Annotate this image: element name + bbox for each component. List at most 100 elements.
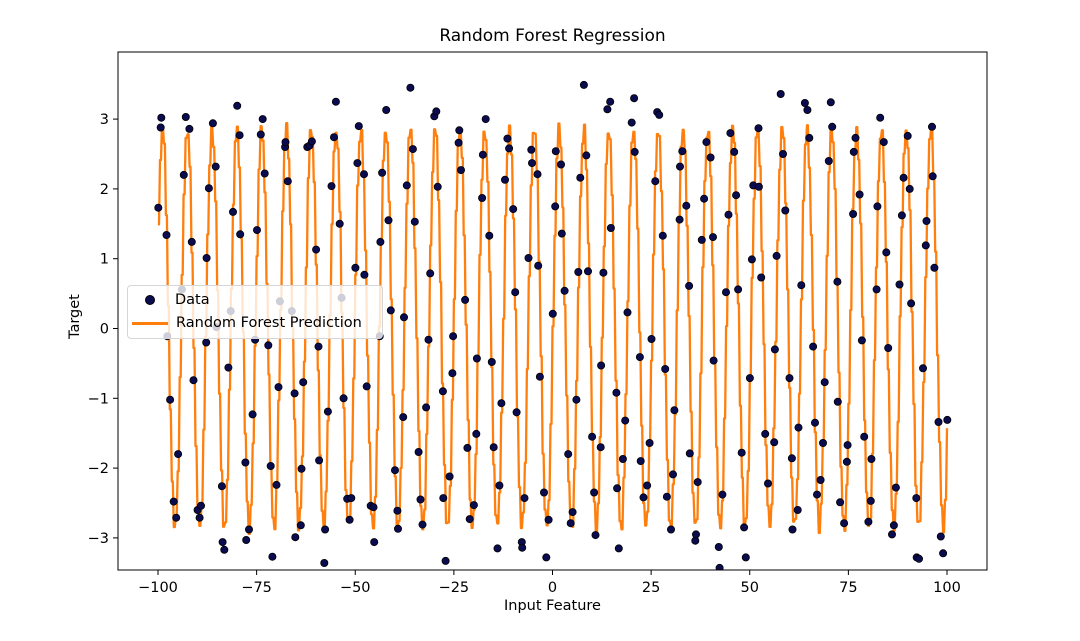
data-point bbox=[582, 151, 591, 160]
y-tick-label: 3 bbox=[100, 112, 109, 128]
data-point bbox=[528, 159, 537, 168]
data-point bbox=[181, 113, 190, 122]
data-point bbox=[449, 332, 458, 341]
data-point bbox=[779, 149, 788, 158]
data-point bbox=[685, 449, 694, 458]
data-point bbox=[248, 410, 257, 419]
data-point bbox=[493, 544, 502, 553]
data-point bbox=[702, 138, 711, 147]
data-point bbox=[274, 383, 283, 392]
data-point bbox=[204, 184, 213, 193]
data-point bbox=[761, 429, 770, 438]
data-point bbox=[613, 484, 622, 493]
data-point bbox=[669, 470, 678, 479]
data-point bbox=[921, 241, 930, 250]
data-point bbox=[509, 205, 518, 214]
data-point bbox=[740, 523, 749, 532]
data-point bbox=[564, 450, 573, 459]
data-point bbox=[737, 448, 746, 457]
data-point bbox=[551, 147, 560, 156]
data-point bbox=[903, 131, 912, 140]
data-point bbox=[685, 281, 694, 290]
data-point bbox=[174, 450, 183, 459]
data-point bbox=[882, 248, 891, 257]
data-point bbox=[359, 170, 368, 179]
data-point bbox=[461, 295, 470, 304]
data-point bbox=[867, 454, 876, 463]
data-point bbox=[157, 113, 166, 122]
data-point bbox=[715, 563, 724, 570]
data-point bbox=[166, 395, 175, 404]
line-marker-icon bbox=[132, 321, 168, 325]
data-point bbox=[820, 378, 829, 387]
data-point bbox=[196, 501, 205, 510]
data-point bbox=[828, 122, 837, 131]
data-point bbox=[500, 175, 509, 184]
data-point bbox=[905, 184, 914, 193]
data-point bbox=[432, 107, 441, 116]
x-tick-label: 0 bbox=[548, 580, 557, 596]
data-point bbox=[456, 166, 465, 175]
data-point bbox=[258, 115, 267, 124]
data-point bbox=[576, 173, 585, 182]
data-point bbox=[849, 147, 858, 156]
data-point bbox=[290, 389, 299, 398]
data-point bbox=[307, 137, 316, 146]
data-point bbox=[922, 216, 931, 225]
data-point bbox=[766, 569, 771, 570]
data-point bbox=[816, 475, 825, 484]
data-point bbox=[426, 269, 435, 278]
data-point bbox=[591, 531, 600, 540]
data-point bbox=[724, 210, 733, 219]
data-point bbox=[390, 466, 399, 475]
data-point bbox=[228, 207, 237, 216]
data-point bbox=[560, 286, 569, 295]
data-point bbox=[662, 492, 671, 501]
data-point bbox=[551, 202, 560, 211]
data-point bbox=[272, 480, 281, 489]
data-point bbox=[260, 169, 269, 178]
data-point bbox=[745, 374, 754, 383]
data-point bbox=[557, 160, 566, 169]
data-point bbox=[503, 134, 512, 143]
data-point bbox=[256, 130, 265, 139]
data-point bbox=[647, 334, 656, 343]
data-point bbox=[596, 443, 605, 452]
data-point bbox=[299, 378, 308, 387]
data-point bbox=[623, 308, 632, 317]
data-point bbox=[297, 464, 306, 473]
data-point bbox=[189, 376, 198, 385]
data-point bbox=[630, 94, 639, 103]
data-point bbox=[495, 481, 504, 490]
data-point bbox=[314, 342, 323, 351]
y-tick-label: 2 bbox=[100, 182, 109, 198]
data-point bbox=[399, 313, 408, 322]
data-point bbox=[512, 408, 521, 417]
data-point bbox=[557, 229, 566, 238]
data-point bbox=[296, 521, 305, 530]
data-point bbox=[416, 495, 425, 504]
data-point bbox=[939, 549, 948, 558]
data-point bbox=[438, 387, 447, 396]
data-point bbox=[463, 443, 472, 452]
data-point bbox=[864, 517, 873, 526]
data-point bbox=[788, 525, 797, 534]
data-point bbox=[819, 438, 828, 447]
data-point bbox=[776, 90, 785, 99]
data-point bbox=[544, 515, 553, 524]
data-point bbox=[264, 341, 273, 350]
data-point bbox=[584, 267, 593, 276]
data-point bbox=[244, 525, 253, 534]
legend-entry-prediction: Random Forest Prediction bbox=[128, 313, 362, 333]
data-point bbox=[327, 182, 336, 191]
data-point bbox=[487, 357, 496, 366]
data-point bbox=[568, 508, 577, 517]
data-point bbox=[612, 388, 621, 397]
data-point bbox=[511, 288, 520, 297]
data-point bbox=[793, 505, 802, 514]
data-point bbox=[281, 138, 290, 147]
data-point bbox=[843, 441, 852, 450]
data-point bbox=[441, 556, 450, 565]
data-point bbox=[655, 110, 664, 119]
data-point bbox=[907, 299, 916, 308]
